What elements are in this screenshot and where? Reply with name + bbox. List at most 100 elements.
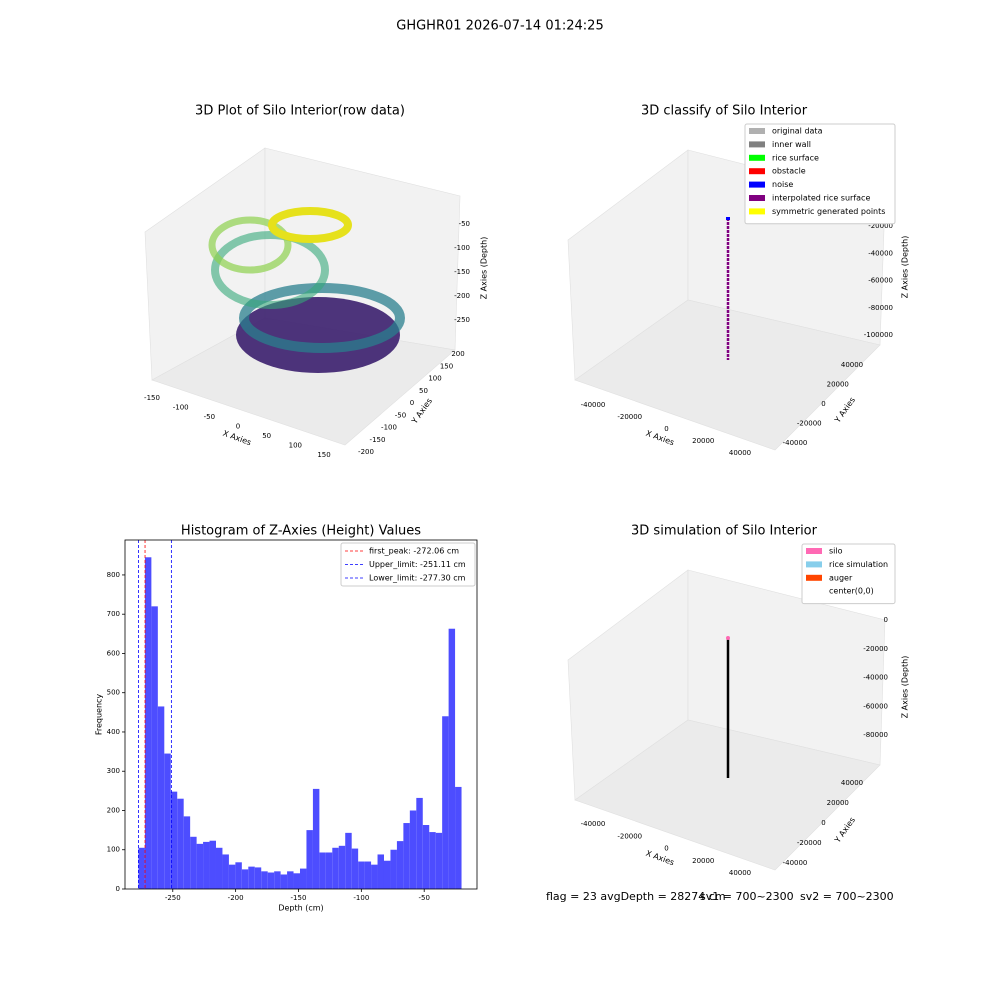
z-axis-label: Z Axies (Depth) bbox=[901, 656, 910, 719]
bar bbox=[215, 847, 223, 889]
y-tick-label: 300 bbox=[107, 767, 120, 775]
legend-label: Upper_limit: -251.11 cm bbox=[369, 560, 466, 569]
legend-label: noise bbox=[772, 180, 793, 189]
bar bbox=[371, 864, 378, 889]
y-tick-label: 200 bbox=[451, 350, 464, 358]
legend-label: obstacle bbox=[772, 167, 806, 176]
panes-2 bbox=[567, 149, 886, 451]
panes-4 bbox=[567, 569, 886, 871]
bar bbox=[138, 847, 145, 889]
bar bbox=[280, 874, 288, 889]
y-tick-label: 20000 bbox=[827, 799, 849, 807]
legend-swatch bbox=[749, 141, 765, 148]
z-tick-label: -100 bbox=[454, 244, 470, 252]
bar bbox=[396, 841, 404, 889]
x-tick-label: -20000 bbox=[617, 413, 642, 421]
y-tick-label: -50 bbox=[395, 411, 406, 419]
y-tick-label: 40000 bbox=[841, 361, 863, 369]
legend-label: Lower_limit: -277.30 cm bbox=[369, 574, 466, 583]
x-tick-label: 20000 bbox=[692, 437, 714, 445]
legend-label: center(0,0) bbox=[829, 587, 874, 596]
bar bbox=[177, 798, 184, 889]
bar bbox=[345, 832, 352, 889]
y-tick-label: 0 bbox=[410, 399, 414, 407]
y-tick-label: 700 bbox=[107, 610, 120, 618]
bar bbox=[209, 840, 216, 889]
x-tick-label: -40000 bbox=[581, 401, 606, 409]
legend-label: symmetric generated points bbox=[772, 207, 885, 216]
chart-title: 3D simulation of Silo Interior bbox=[631, 524, 818, 539]
legend-box bbox=[340, 542, 476, 587]
z-tick-label: -80000 bbox=[868, 304, 893, 312]
legend-box bbox=[801, 543, 896, 605]
legend-swatch bbox=[806, 548, 822, 554]
bar bbox=[170, 791, 178, 889]
x-tick-label: 50 bbox=[262, 432, 271, 440]
bar bbox=[222, 854, 229, 889]
bar bbox=[390, 849, 397, 889]
z-tick-label: -100000 bbox=[864, 331, 893, 339]
bar bbox=[203, 841, 210, 889]
legend-label: original data bbox=[772, 127, 823, 136]
x-axis-label: Depth (cm) bbox=[278, 904, 323, 913]
x-axis-label: X Axies bbox=[645, 429, 676, 448]
legend-swatch bbox=[749, 168, 765, 175]
bar bbox=[241, 869, 249, 889]
bar bbox=[151, 606, 158, 889]
bar bbox=[248, 866, 255, 889]
z-tick-label: 0 bbox=[884, 616, 888, 624]
y-axis-label: Y Axies bbox=[832, 396, 857, 426]
y-tick-label: 150 bbox=[440, 362, 453, 370]
y-tick-label: 40000 bbox=[841, 779, 863, 787]
bar bbox=[429, 832, 436, 889]
legend-swatch bbox=[749, 181, 765, 188]
x-tick-label: 20000 bbox=[692, 857, 714, 865]
chart-title: 3D classify of Silo Interior bbox=[641, 104, 808, 119]
x-axis-label: X Axies bbox=[645, 849, 676, 868]
bar bbox=[325, 852, 333, 889]
legend-label: rice surface bbox=[772, 153, 819, 162]
legend-label: interpolated rice surface bbox=[772, 194, 870, 203]
bar bbox=[448, 628, 456, 889]
x-tick-label: -100 bbox=[173, 404, 189, 412]
bar bbox=[299, 868, 307, 889]
x-tick-label: -150 bbox=[291, 894, 307, 902]
bar bbox=[228, 864, 236, 889]
bar bbox=[196, 843, 204, 889]
bar bbox=[435, 832, 443, 889]
y-tick-label: -100 bbox=[381, 424, 397, 432]
x-tick-label: 0 bbox=[664, 845, 668, 853]
legend-swatch bbox=[806, 574, 822, 581]
bar bbox=[183, 816, 191, 889]
z-tick-label: -200 bbox=[454, 292, 470, 300]
legend-label: first_peak: -272.06 cm bbox=[369, 547, 459, 556]
bar bbox=[422, 825, 430, 889]
z-tick-label: -20000 bbox=[863, 645, 888, 653]
y-tick-label: -200 bbox=[358, 448, 374, 456]
bar bbox=[293, 873, 300, 889]
footer-text: sv2 = 700~2300 bbox=[800, 890, 894, 903]
bar bbox=[409, 810, 417, 889]
bar bbox=[144, 557, 152, 889]
y-axis-label: Y Axies bbox=[832, 816, 857, 846]
x-axis-label: X Axies bbox=[222, 429, 253, 448]
axes-frame bbox=[124, 539, 478, 890]
bar bbox=[306, 830, 313, 889]
bar bbox=[190, 836, 197, 889]
y-tick-label: 0 bbox=[821, 819, 825, 827]
bar bbox=[332, 847, 339, 889]
chart-title: 3D Plot of Silo Interior(row data) bbox=[195, 104, 405, 119]
x-tick-label: 150 bbox=[317, 451, 330, 459]
bar bbox=[383, 860, 391, 889]
y-tick-label: 600 bbox=[107, 649, 120, 657]
bar bbox=[416, 797, 423, 889]
z-tick-label: -60000 bbox=[863, 702, 888, 710]
bar bbox=[267, 872, 275, 889]
legend-swatch bbox=[749, 195, 765, 201]
bar bbox=[157, 706, 165, 889]
z-axis-label: Z Axies (Depth) bbox=[480, 237, 489, 300]
bar bbox=[164, 753, 171, 889]
bar bbox=[351, 848, 359, 889]
y-tick-label: 500 bbox=[107, 689, 120, 697]
bar bbox=[358, 861, 365, 889]
